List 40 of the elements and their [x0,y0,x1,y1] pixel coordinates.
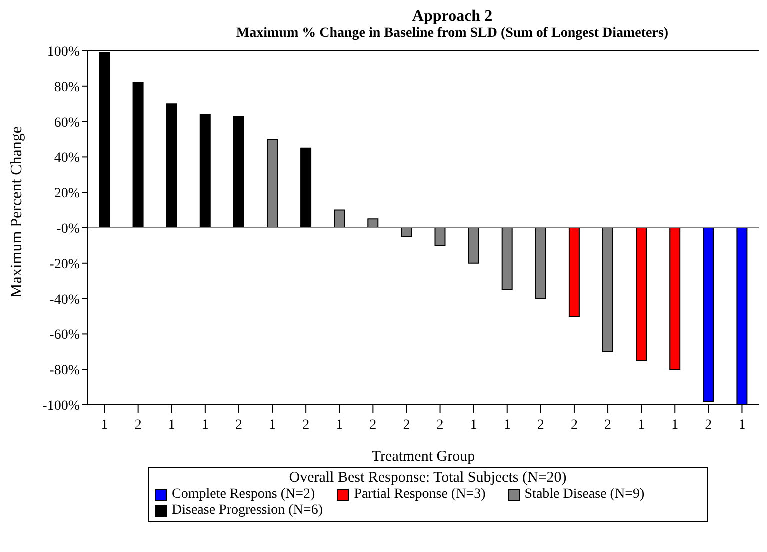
x-tick-label: 2 [537,418,544,433]
x-tick-label: 1 [168,418,176,433]
y-tick-label: -40% [50,292,80,308]
y-tick-label: 20% [54,186,80,202]
legend-label: Partial Response (N=3) [354,487,486,503]
x-tick-label: 1 [202,418,209,433]
x-tick-label: 2 [134,418,142,433]
x-tick-label: 2 [436,418,444,433]
chart-subtitle: Maximum % Change in Baseline from SLD (Sum of Longest Diameters) [235,26,670,42]
x-tick-label: 2 [604,418,612,433]
x-tick-label: 2 [302,418,310,433]
x-tick-label: 2 [370,418,377,433]
y-tick-label: -60% [50,328,80,344]
y-axis-title: Maximum Percent Change [8,126,26,298]
x-tick-label: 2 [570,418,578,433]
x-tick-label: 2 [705,418,712,433]
y-tick-label: -20% [50,257,80,272]
chart-title: Approach 2 [411,8,494,26]
x-tick-label: 1 [504,418,511,433]
legend-title: Overall Best Response: Total Subjects (N=20) [288,470,568,487]
y-tick-label: -100% [42,398,80,414]
x-tick-label: 1 [269,418,276,433]
x-axis-title: Treatment Group [372,449,476,465]
x-tick-label: 2 [235,418,242,433]
x-tick-label: 1 [336,418,344,433]
legend-label: Complete Respons (N=2) [172,487,316,503]
y-tick-label: 100% [47,44,80,60]
y-tick-label: 40% [54,151,80,166]
y-tick-label: 60% [54,116,80,131]
x-tick-label: 1 [638,418,646,433]
x-tick-label: 1 [101,418,108,433]
y-tick-label: 80% [54,80,80,96]
x-tick-label: 2 [403,418,410,433]
legend-label: Disease Progression (N=6) [172,503,323,519]
legend-label: Stable Disease (N=9) [524,487,645,503]
x-tick-label: 1 [470,418,478,433]
x-tick-label: 1 [672,418,679,433]
x-tick-label: 1 [738,418,746,433]
y-tick-label: -0% [56,222,80,237]
y-tick-label: -80% [50,364,80,379]
